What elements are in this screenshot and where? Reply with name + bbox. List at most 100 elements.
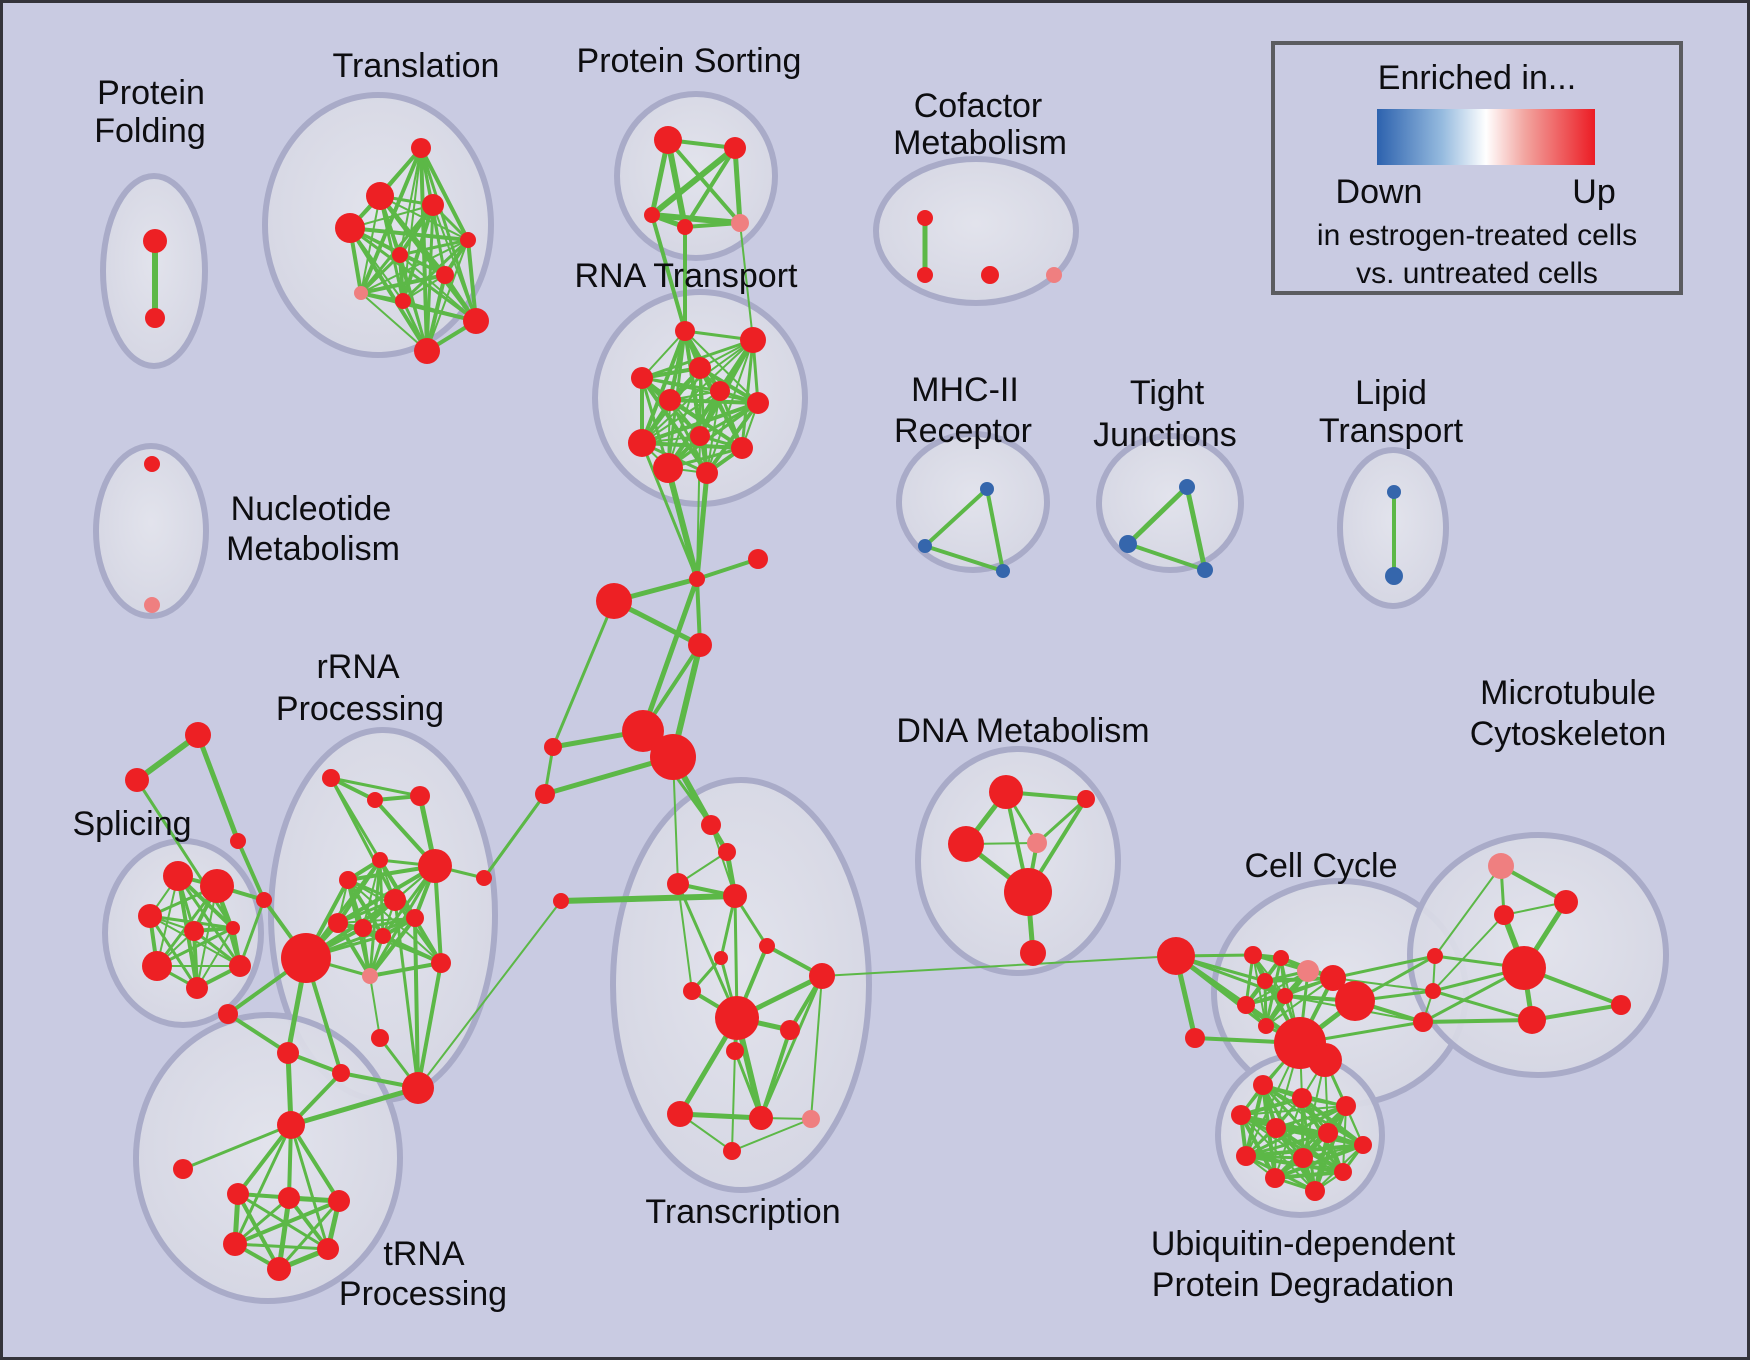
gene-set-node-121[interactable]: [1413, 1012, 1433, 1032]
gene-set-node-36[interactable]: [996, 564, 1010, 578]
gene-set-node-61[interactable]: [384, 889, 406, 911]
gene-set-node-16[interactable]: [677, 219, 693, 235]
gene-set-node-86[interactable]: [718, 843, 736, 861]
gene-set-node-81[interactable]: [748, 549, 768, 569]
gene-set-node-63[interactable]: [328, 913, 348, 933]
gene-set-node-27[interactable]: [731, 437, 753, 459]
gene-set-node-99[interactable]: [723, 1142, 741, 1160]
gene-set-node-125[interactable]: [1502, 946, 1546, 990]
gene-set-node-134[interactable]: [1354, 1136, 1372, 1154]
gene-set-node-119[interactable]: [1427, 948, 1443, 964]
gene-set-node-75[interactable]: [476, 870, 492, 886]
gene-set-node-6[interactable]: [460, 232, 476, 248]
gene-set-node-32[interactable]: [981, 266, 999, 284]
gene-set-node-102[interactable]: [948, 826, 984, 862]
gene-set-node-8[interactable]: [436, 266, 454, 284]
gene-set-node-72[interactable]: [332, 1064, 350, 1082]
gene-set-node-107[interactable]: [1244, 946, 1262, 964]
gene-set-node-109[interactable]: [1297, 960, 1319, 982]
gene-set-node-80[interactable]: [689, 571, 705, 587]
gene-set-node-131[interactable]: [1231, 1105, 1251, 1125]
gene-set-node-52[interactable]: [142, 951, 172, 981]
gene-set-node-98[interactable]: [802, 1110, 820, 1128]
gene-set-node-111[interactable]: [1257, 973, 1273, 989]
gene-set-node-5[interactable]: [335, 213, 365, 243]
gene-set-node-104[interactable]: [1004, 868, 1052, 916]
gene-set-node-116[interactable]: [1185, 1028, 1205, 1048]
gene-set-node-46[interactable]: [230, 833, 246, 849]
gene-set-node-14[interactable]: [724, 137, 746, 159]
gene-set-node-65[interactable]: [375, 928, 391, 944]
gene-set-node-53[interactable]: [229, 955, 251, 977]
gene-set-node-23[interactable]: [659, 389, 681, 411]
gene-set-node-76[interactable]: [553, 893, 569, 909]
gene-set-node-35[interactable]: [918, 539, 932, 553]
gene-set-node-30[interactable]: [917, 210, 933, 226]
gene-set-node-93[interactable]: [715, 996, 759, 1040]
gene-set-node-21[interactable]: [631, 367, 653, 389]
gene-set-node-78[interactable]: [535, 784, 555, 804]
gene-set-node-70[interactable]: [218, 1004, 238, 1024]
gene-set-node-24[interactable]: [747, 392, 769, 414]
gene-set-node-3[interactable]: [366, 182, 394, 210]
gene-set-node-45[interactable]: [125, 768, 149, 792]
gene-set-node-74[interactable]: [371, 1029, 389, 1047]
gene-set-node-4[interactable]: [422, 194, 444, 216]
gene-set-node-90[interactable]: [714, 951, 728, 965]
gene-set-node-110[interactable]: [1320, 965, 1346, 991]
gene-set-node-34[interactable]: [980, 482, 994, 496]
gene-set-node-92[interactable]: [683, 982, 701, 1000]
gene-set-node-10[interactable]: [395, 293, 411, 309]
gene-set-node-139[interactable]: [1305, 1181, 1325, 1201]
gene-set-node-105[interactable]: [1020, 940, 1046, 966]
gene-set-node-50[interactable]: [184, 921, 204, 941]
gene-set-node-118[interactable]: [1308, 1043, 1342, 1077]
gene-set-node-145[interactable]: [223, 1232, 247, 1256]
gene-set-node-120[interactable]: [1425, 983, 1441, 999]
gene-set-node-59[interactable]: [372, 852, 388, 868]
gene-set-node-141[interactable]: [173, 1159, 193, 1179]
gene-set-node-128[interactable]: [1253, 1075, 1273, 1095]
gene-set-node-55[interactable]: [256, 892, 272, 908]
gene-set-node-101[interactable]: [1077, 790, 1095, 808]
gene-set-node-0[interactable]: [143, 229, 167, 253]
gene-set-node-60[interactable]: [339, 871, 357, 889]
gene-set-node-123[interactable]: [1554, 890, 1578, 914]
gene-set-node-94[interactable]: [780, 1020, 800, 1040]
gene-set-node-15[interactable]: [644, 207, 660, 223]
gene-set-node-71[interactable]: [277, 1042, 299, 1064]
gene-set-node-95[interactable]: [726, 1042, 744, 1060]
gene-set-node-124[interactable]: [1494, 905, 1514, 925]
gene-set-node-103[interactable]: [1027, 833, 1047, 853]
gene-set-node-7[interactable]: [392, 247, 408, 263]
gene-set-node-136[interactable]: [1293, 1148, 1313, 1168]
gene-set-node-126[interactable]: [1518, 1006, 1546, 1034]
gene-set-node-138[interactable]: [1265, 1168, 1285, 1188]
gene-set-node-132[interactable]: [1266, 1118, 1286, 1138]
gene-set-node-137[interactable]: [1334, 1163, 1352, 1181]
gene-set-node-142[interactable]: [227, 1183, 249, 1205]
gene-set-node-115[interactable]: [1258, 1018, 1274, 1034]
gene-set-node-44[interactable]: [185, 722, 211, 748]
gene-set-node-29[interactable]: [696, 462, 718, 484]
gene-set-node-146[interactable]: [317, 1238, 339, 1260]
gene-set-node-97[interactable]: [749, 1106, 773, 1130]
gene-set-node-31[interactable]: [917, 267, 933, 283]
gene-set-node-41[interactable]: [1385, 567, 1403, 585]
gene-set-node-57[interactable]: [367, 792, 383, 808]
gene-set-node-48[interactable]: [200, 869, 234, 903]
gene-set-node-47[interactable]: [163, 861, 193, 891]
gene-set-node-9[interactable]: [354, 286, 368, 300]
gene-set-node-49[interactable]: [138, 904, 162, 928]
gene-set-node-42[interactable]: [144, 456, 160, 472]
gene-set-node-51[interactable]: [226, 921, 240, 935]
gene-set-node-33[interactable]: [1046, 267, 1062, 283]
gene-set-node-64[interactable]: [354, 919, 372, 937]
gene-set-node-133[interactable]: [1318, 1123, 1338, 1143]
gene-set-node-143[interactable]: [278, 1187, 300, 1209]
gene-set-node-68[interactable]: [362, 968, 378, 984]
gene-set-node-1[interactable]: [145, 308, 165, 328]
gene-set-node-73[interactable]: [402, 1072, 434, 1104]
gene-set-node-69[interactable]: [431, 953, 451, 973]
gene-set-node-147[interactable]: [267, 1257, 291, 1281]
